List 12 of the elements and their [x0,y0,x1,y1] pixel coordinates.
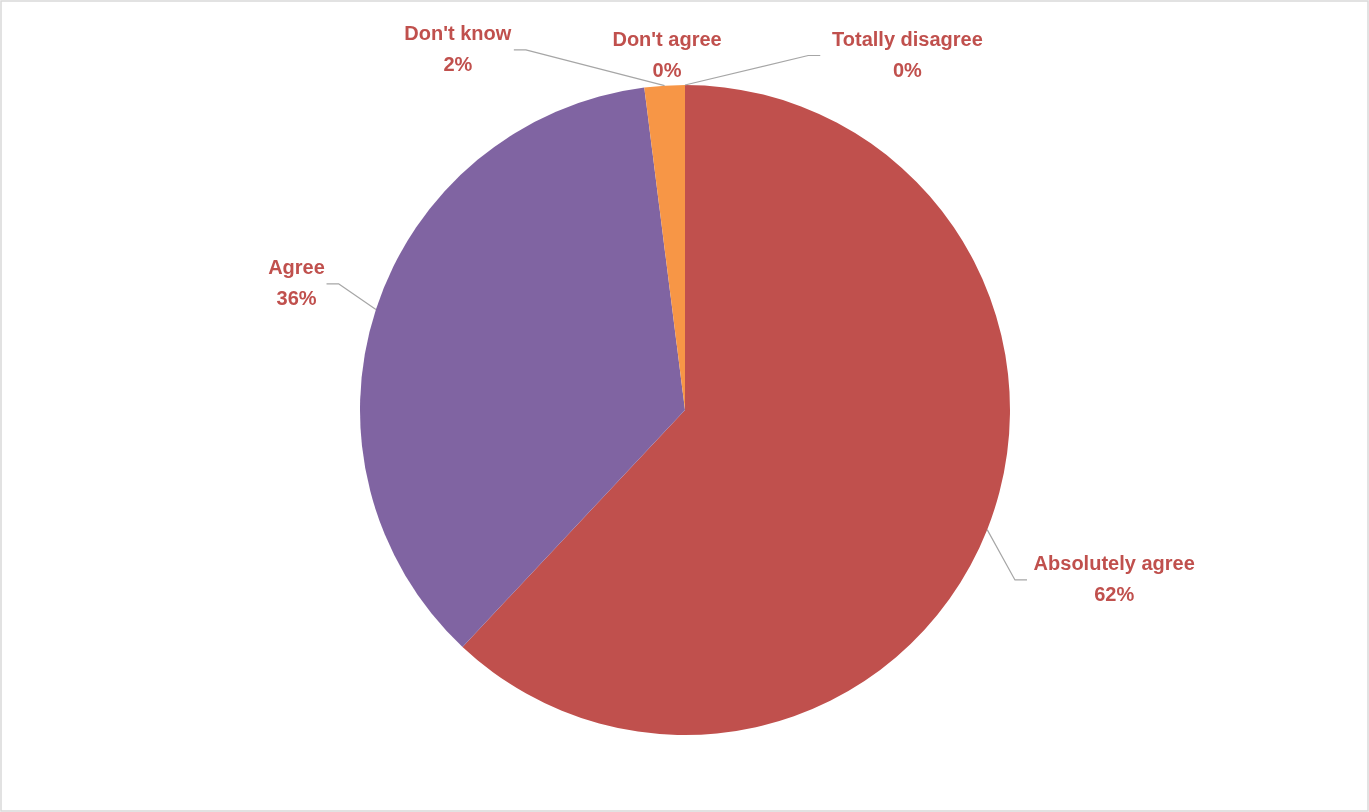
category-label: Don't agree [612,28,722,50]
data-label: 62% [1094,583,1135,606]
pie-slice [462,85,1010,735]
slice-label: Don't know [404,22,512,45]
data-label: 2% [443,53,473,76]
category-label: Totally disagree [832,28,983,50]
pie-slice [360,87,685,647]
slice-label: Agree [268,256,325,279]
text: 0% [652,59,682,81]
slice-label: Absolutely agree [1033,552,1195,575]
data-label: 36% [276,287,317,310]
text: 0% [892,59,922,81]
